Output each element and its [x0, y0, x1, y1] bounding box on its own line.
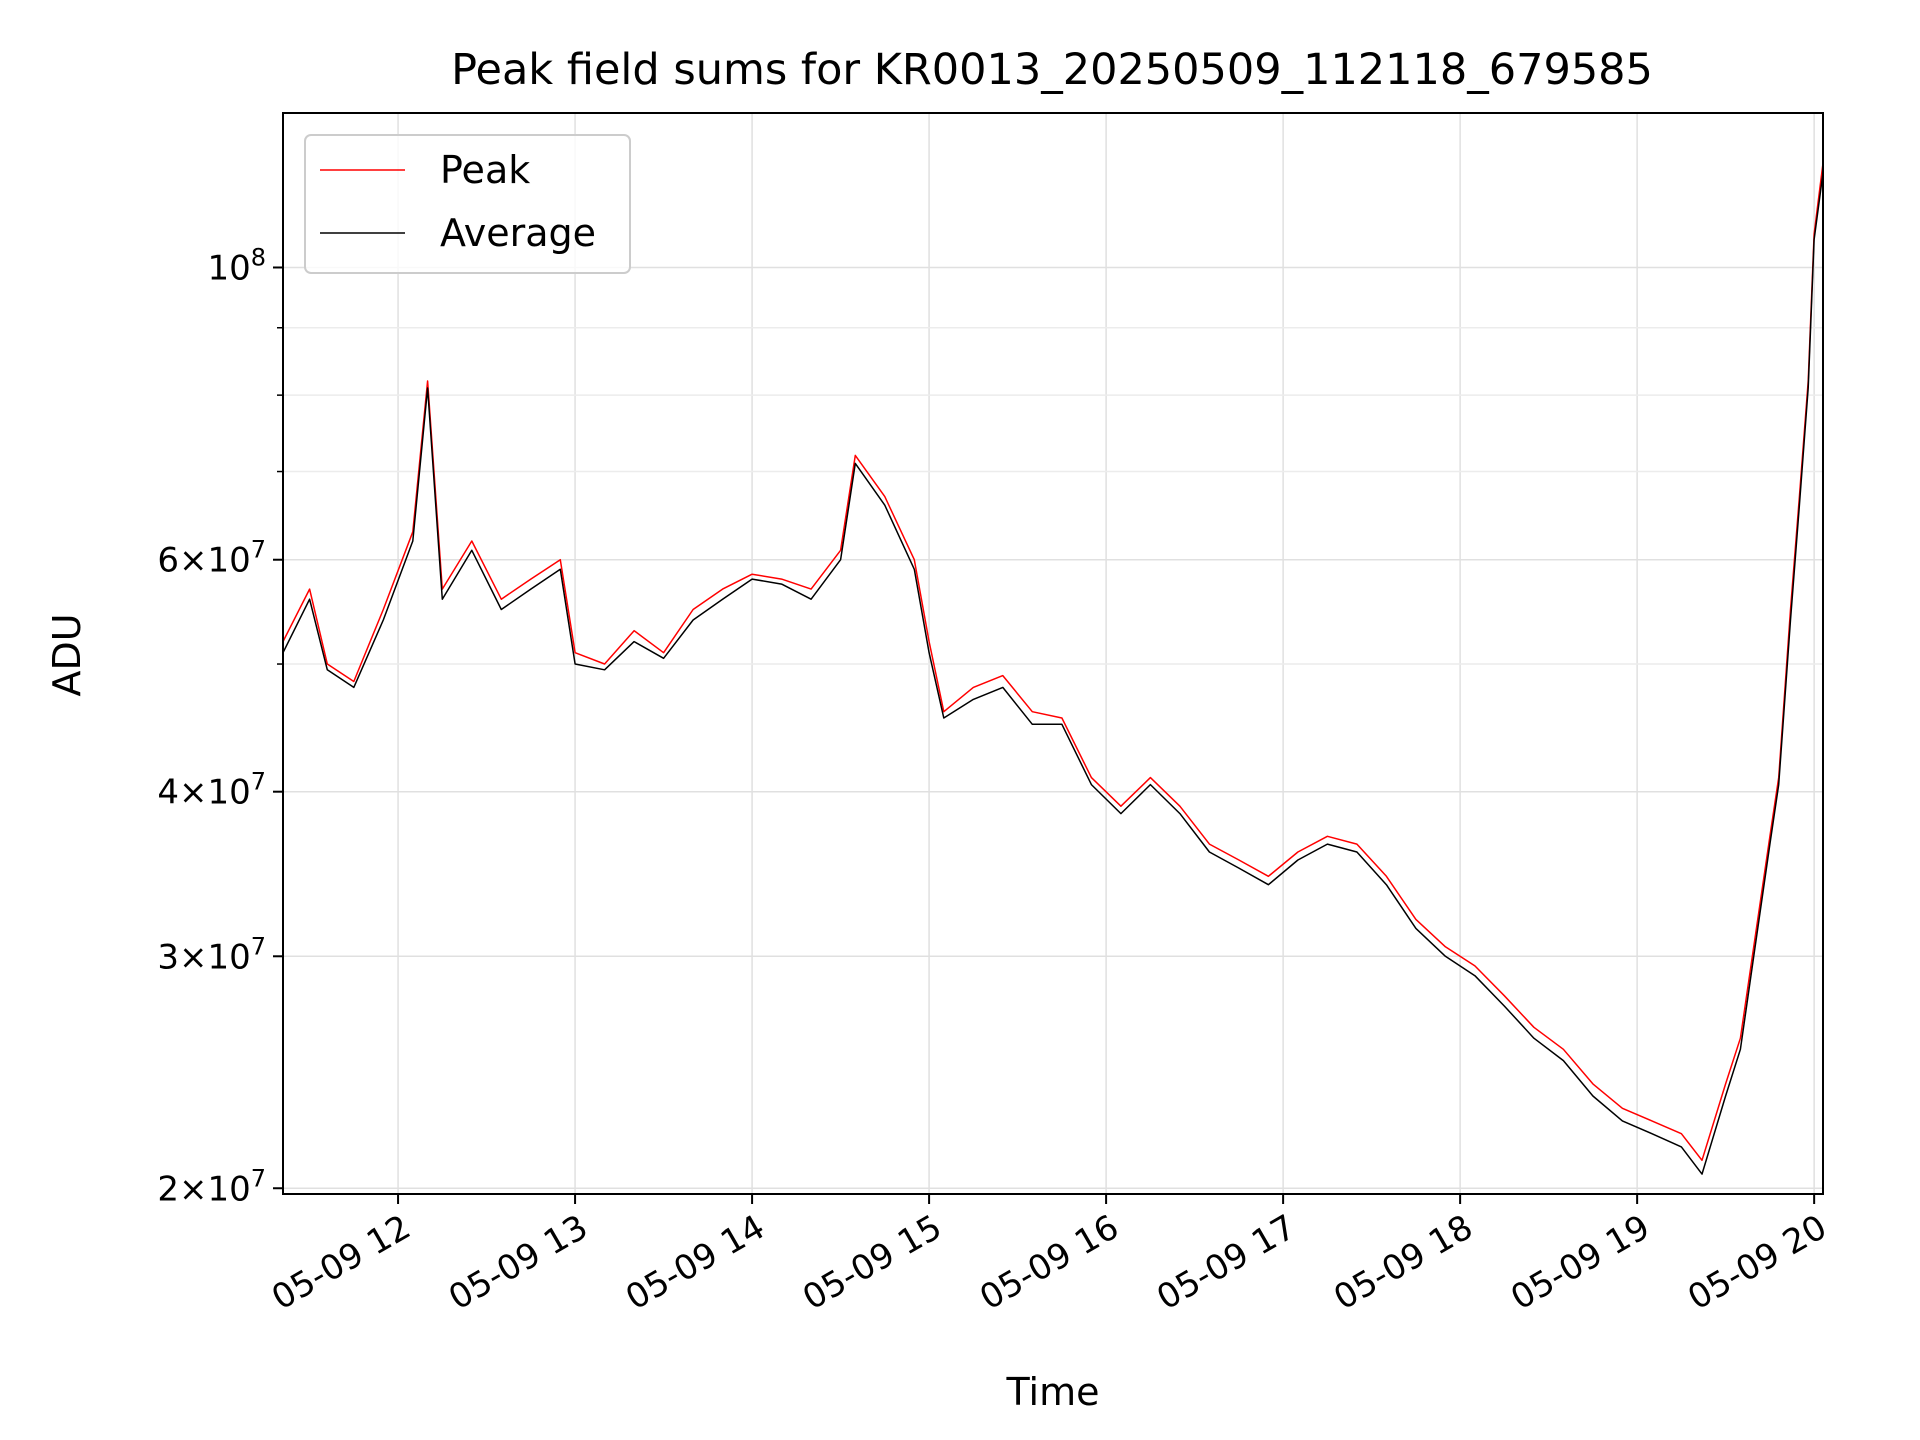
y-axis-label: ADU: [45, 613, 89, 696]
series-line-peak: [282, 163, 1824, 1162]
legend: Peak Average: [304, 134, 631, 274]
y-tick-label: 4×107: [157, 768, 266, 813]
chart-title: Peak field sums for KR0013_20250509_1121…: [451, 45, 1653, 95]
y-tick-label: 2×107: [157, 1164, 266, 1209]
y-tick-label: 6×107: [157, 536, 266, 581]
y-axis: 2×107 3×107 4×107 6×107 108: [157, 243, 283, 1209]
plot-frame: [282, 112, 1824, 1195]
y-tick-label: 3×107: [157, 932, 266, 977]
legend-label-average: Average: [440, 211, 596, 255]
y-tick-label: 108: [207, 243, 266, 288]
grid: [283, 113, 1823, 1194]
series-line-average: [282, 172, 1824, 1175]
x-axis-label: Time: [1006, 1370, 1100, 1414]
legend-label-peak: Peak: [440, 148, 530, 192]
series-layer: [282, 163, 1824, 1175]
